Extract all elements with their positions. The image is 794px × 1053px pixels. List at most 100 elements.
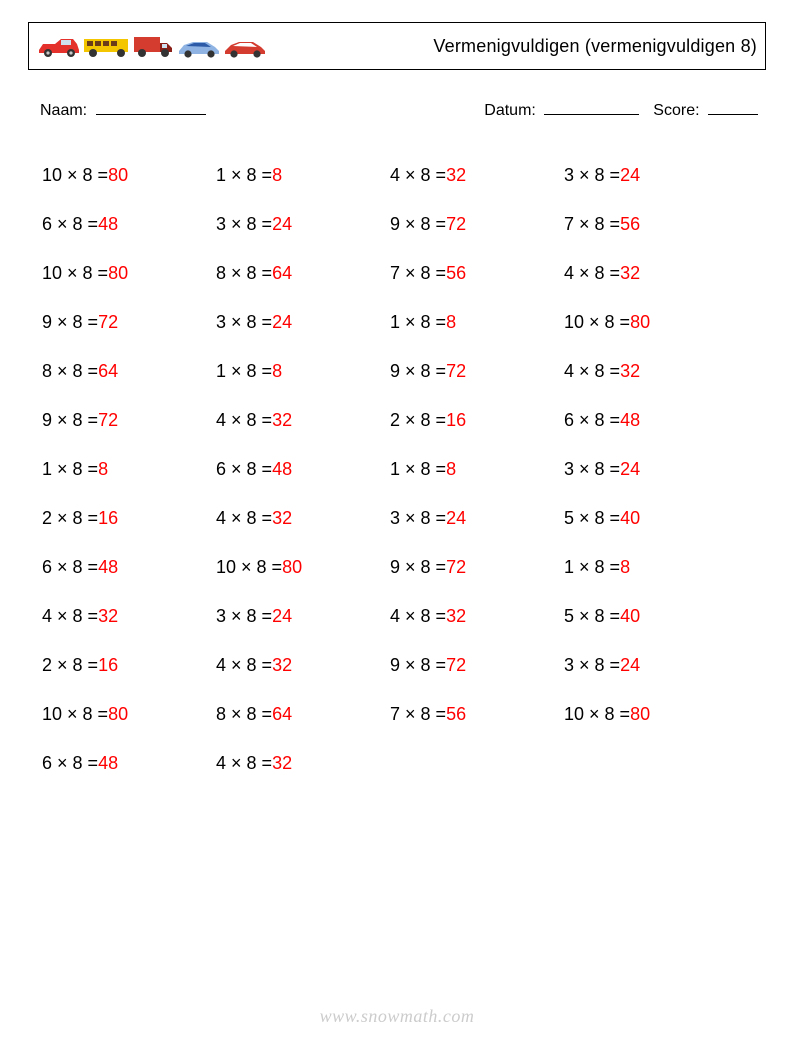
problem-expression: 5 × 8 =: [564, 607, 620, 625]
blue-car-icon: [177, 38, 221, 58]
problem-answer: 32: [620, 264, 640, 282]
problem-answer: 80: [630, 313, 650, 331]
problem-expression: 10 × 8 =: [42, 166, 108, 184]
problem-cell: 7 × 8 = 56: [564, 199, 738, 248]
problem-answer: 48: [98, 215, 118, 233]
problem-expression: 6 × 8 =: [42, 754, 98, 772]
problem-answer: 24: [620, 460, 640, 478]
problem-expression: 4 × 8 =: [42, 607, 98, 625]
problem-expression: 10 × 8 =: [564, 313, 630, 331]
problem-cell: 9 × 8 = 72: [390, 640, 564, 689]
problem-cell: 1 × 8 = 8: [390, 297, 564, 346]
problem-expression: 2 × 8 =: [42, 656, 98, 674]
problem-expression: 8 × 8 =: [42, 362, 98, 380]
problem-answer: 8: [272, 362, 282, 380]
problem-cell: 2 × 8 = 16: [42, 640, 216, 689]
problem-expression: 9 × 8 =: [42, 411, 98, 429]
problem-expression: 4 × 8 =: [390, 607, 446, 625]
footer-watermark: www.snowmath.com: [0, 1006, 794, 1027]
problem-expression: 4 × 8 =: [216, 509, 272, 527]
problem-answer: 8: [620, 558, 630, 576]
problem-answer: 72: [446, 656, 466, 674]
problem-expression: 10 × 8 =: [42, 705, 108, 723]
problem-expression: 1 × 8 =: [390, 460, 446, 478]
problem-expression: 3 × 8 =: [216, 607, 272, 625]
score-label: Score:: [653, 102, 699, 119]
problem-expression: 3 × 8 =: [564, 656, 620, 674]
problem-expression: 3 × 8 =: [216, 215, 272, 233]
problem-cell: 4 × 8 = 32: [216, 395, 390, 444]
problem-expression: 2 × 8 =: [42, 509, 98, 527]
problem-cell: 7 × 8 = 56: [390, 248, 564, 297]
vehicle-icons: [37, 34, 267, 58]
problem-cell: 9 × 8 = 72: [390, 199, 564, 248]
problem-answer: 80: [282, 558, 302, 576]
problem-answer: 56: [620, 215, 640, 233]
problem-answer: 80: [630, 705, 650, 723]
problem-answer: 48: [620, 411, 640, 429]
problem-answer: 32: [272, 754, 292, 772]
problem-cell: 10 × 8 = 80: [216, 542, 390, 591]
problem-expression: 6 × 8 =: [42, 558, 98, 576]
problem-answer: 32: [98, 607, 118, 625]
problem-expression: 1 × 8 =: [216, 362, 272, 380]
problem-answer: 24: [272, 215, 292, 233]
problem-answer: 24: [620, 656, 640, 674]
problem-cell: 4 × 8 = 32: [216, 738, 390, 787]
worksheet-page: Vermenigvuldigen (vermenigvuldigen 8) Na…: [0, 0, 794, 1053]
problem-answer: 56: [446, 705, 466, 723]
problem-cell: 3 × 8 = 24: [564, 150, 738, 199]
problem-answer: 32: [620, 362, 640, 380]
problem-answer: 72: [446, 215, 466, 233]
problem-answer: 32: [272, 411, 292, 429]
problem-cell: 10 × 8 = 80: [564, 689, 738, 738]
problem-cell: 6 × 8 = 48: [42, 199, 216, 248]
problem-answer: 56: [446, 264, 466, 282]
name-blank[interactable]: [96, 100, 206, 115]
problem-expression: 6 × 8 =: [216, 460, 272, 478]
problem-answer: 8: [98, 460, 108, 478]
problem-expression: 1 × 8 =: [390, 313, 446, 331]
problem-cell: 8 × 8 = 64: [42, 346, 216, 395]
problem-answer: 40: [620, 607, 640, 625]
problem-expression: 9 × 8 =: [390, 215, 446, 233]
problem-expression: 4 × 8 =: [564, 362, 620, 380]
problem-answer: 24: [272, 313, 292, 331]
problem-cell: 5 × 8 = 40: [564, 591, 738, 640]
problem-cell: 2 × 8 = 16: [390, 395, 564, 444]
problem-answer: 80: [108, 264, 128, 282]
problem-expression: 7 × 8 =: [390, 705, 446, 723]
header-box: Vermenigvuldigen (vermenigvuldigen 8): [28, 22, 766, 70]
problem-cell: 3 × 8 = 24: [564, 640, 738, 689]
problem-answer: 8: [446, 460, 456, 478]
problem-cell: 4 × 8 = 32: [216, 493, 390, 542]
problem-answer: 32: [446, 166, 466, 184]
problem-cell: 3 × 8 = 24: [216, 297, 390, 346]
problem-cell: 6 × 8 = 48: [216, 444, 390, 493]
problem-expression: 3 × 8 =: [216, 313, 272, 331]
problem-expression: 9 × 8 =: [42, 313, 98, 331]
red-sedan-icon: [223, 38, 267, 58]
problem-expression: 3 × 8 =: [564, 166, 620, 184]
problem-answer: 48: [98, 754, 118, 772]
red-car-icon: [37, 36, 81, 58]
problem-expression: 3 × 8 =: [390, 509, 446, 527]
score-blank[interactable]: [708, 100, 758, 115]
problem-cell: 3 × 8 = 24: [216, 591, 390, 640]
problem-cell: 1 × 8 = 8: [42, 444, 216, 493]
problem-answer: 48: [98, 558, 118, 576]
problem-expression: 9 × 8 =: [390, 362, 446, 380]
problem-answer: 72: [98, 411, 118, 429]
problem-cell: 4 × 8 = 32: [390, 150, 564, 199]
problem-expression: 1 × 8 =: [216, 166, 272, 184]
name-label: Naam:: [40, 102, 87, 119]
problem-expression: 9 × 8 =: [390, 558, 446, 576]
problem-answer: 8: [272, 166, 282, 184]
date-blank[interactable]: [544, 100, 639, 115]
problem-expression: 5 × 8 =: [564, 509, 620, 527]
problem-answer: 8: [446, 313, 456, 331]
name-field: Naam:: [40, 100, 206, 120]
problem-cell: 4 × 8 = 32: [42, 591, 216, 640]
problem-expression: 1 × 8 =: [564, 558, 620, 576]
problem-expression: 2 × 8 =: [390, 411, 446, 429]
